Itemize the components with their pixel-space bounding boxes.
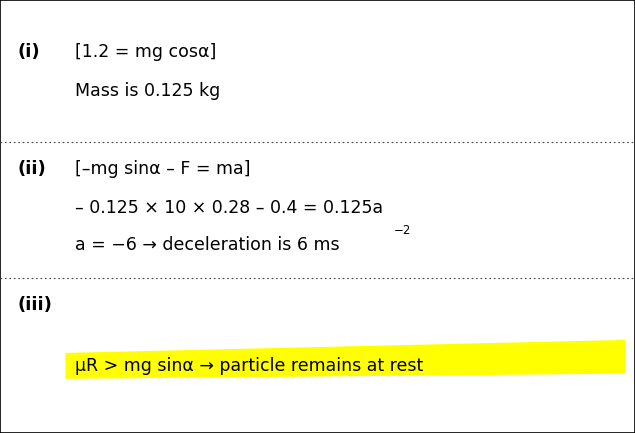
Text: a = −6 → deceleration is 6 ms: a = −6 → deceleration is 6 ms	[75, 236, 340, 254]
Text: −2: −2	[394, 224, 411, 237]
Text: (ii): (ii)	[18, 160, 46, 178]
Polygon shape	[65, 340, 625, 379]
Text: – 0.125 × 10 × 0.28 – 0.4 = 0.125a: – 0.125 × 10 × 0.28 – 0.4 = 0.125a	[75, 199, 383, 217]
Text: (i): (i)	[18, 43, 41, 61]
Text: Mass is 0.125 kg: Mass is 0.125 kg	[75, 82, 220, 100]
Text: [1.2 = mg cosα]: [1.2 = mg cosα]	[75, 43, 217, 61]
Text: [–mg sinα – F = ma]: [–mg sinα – F = ma]	[75, 160, 250, 178]
Text: μR > mg sinα → particle remains at rest: μR > mg sinα → particle remains at rest	[75, 357, 423, 375]
Text: (iii): (iii)	[18, 296, 53, 314]
